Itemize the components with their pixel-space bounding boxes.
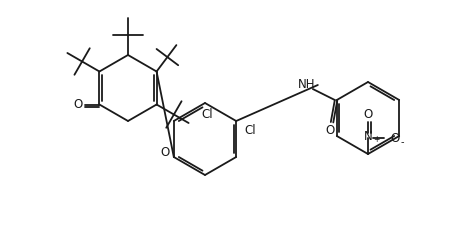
- Text: O: O: [390, 131, 400, 144]
- Text: O: O: [363, 109, 373, 122]
- Text: Cl: Cl: [201, 108, 213, 121]
- Text: N: N: [364, 131, 372, 143]
- Text: O: O: [325, 123, 335, 136]
- Text: Cl: Cl: [244, 125, 256, 138]
- Text: O: O: [160, 147, 169, 160]
- Text: -: -: [401, 137, 405, 147]
- Text: NH: NH: [298, 77, 316, 90]
- Text: O: O: [74, 98, 83, 111]
- Text: +: +: [373, 135, 379, 144]
